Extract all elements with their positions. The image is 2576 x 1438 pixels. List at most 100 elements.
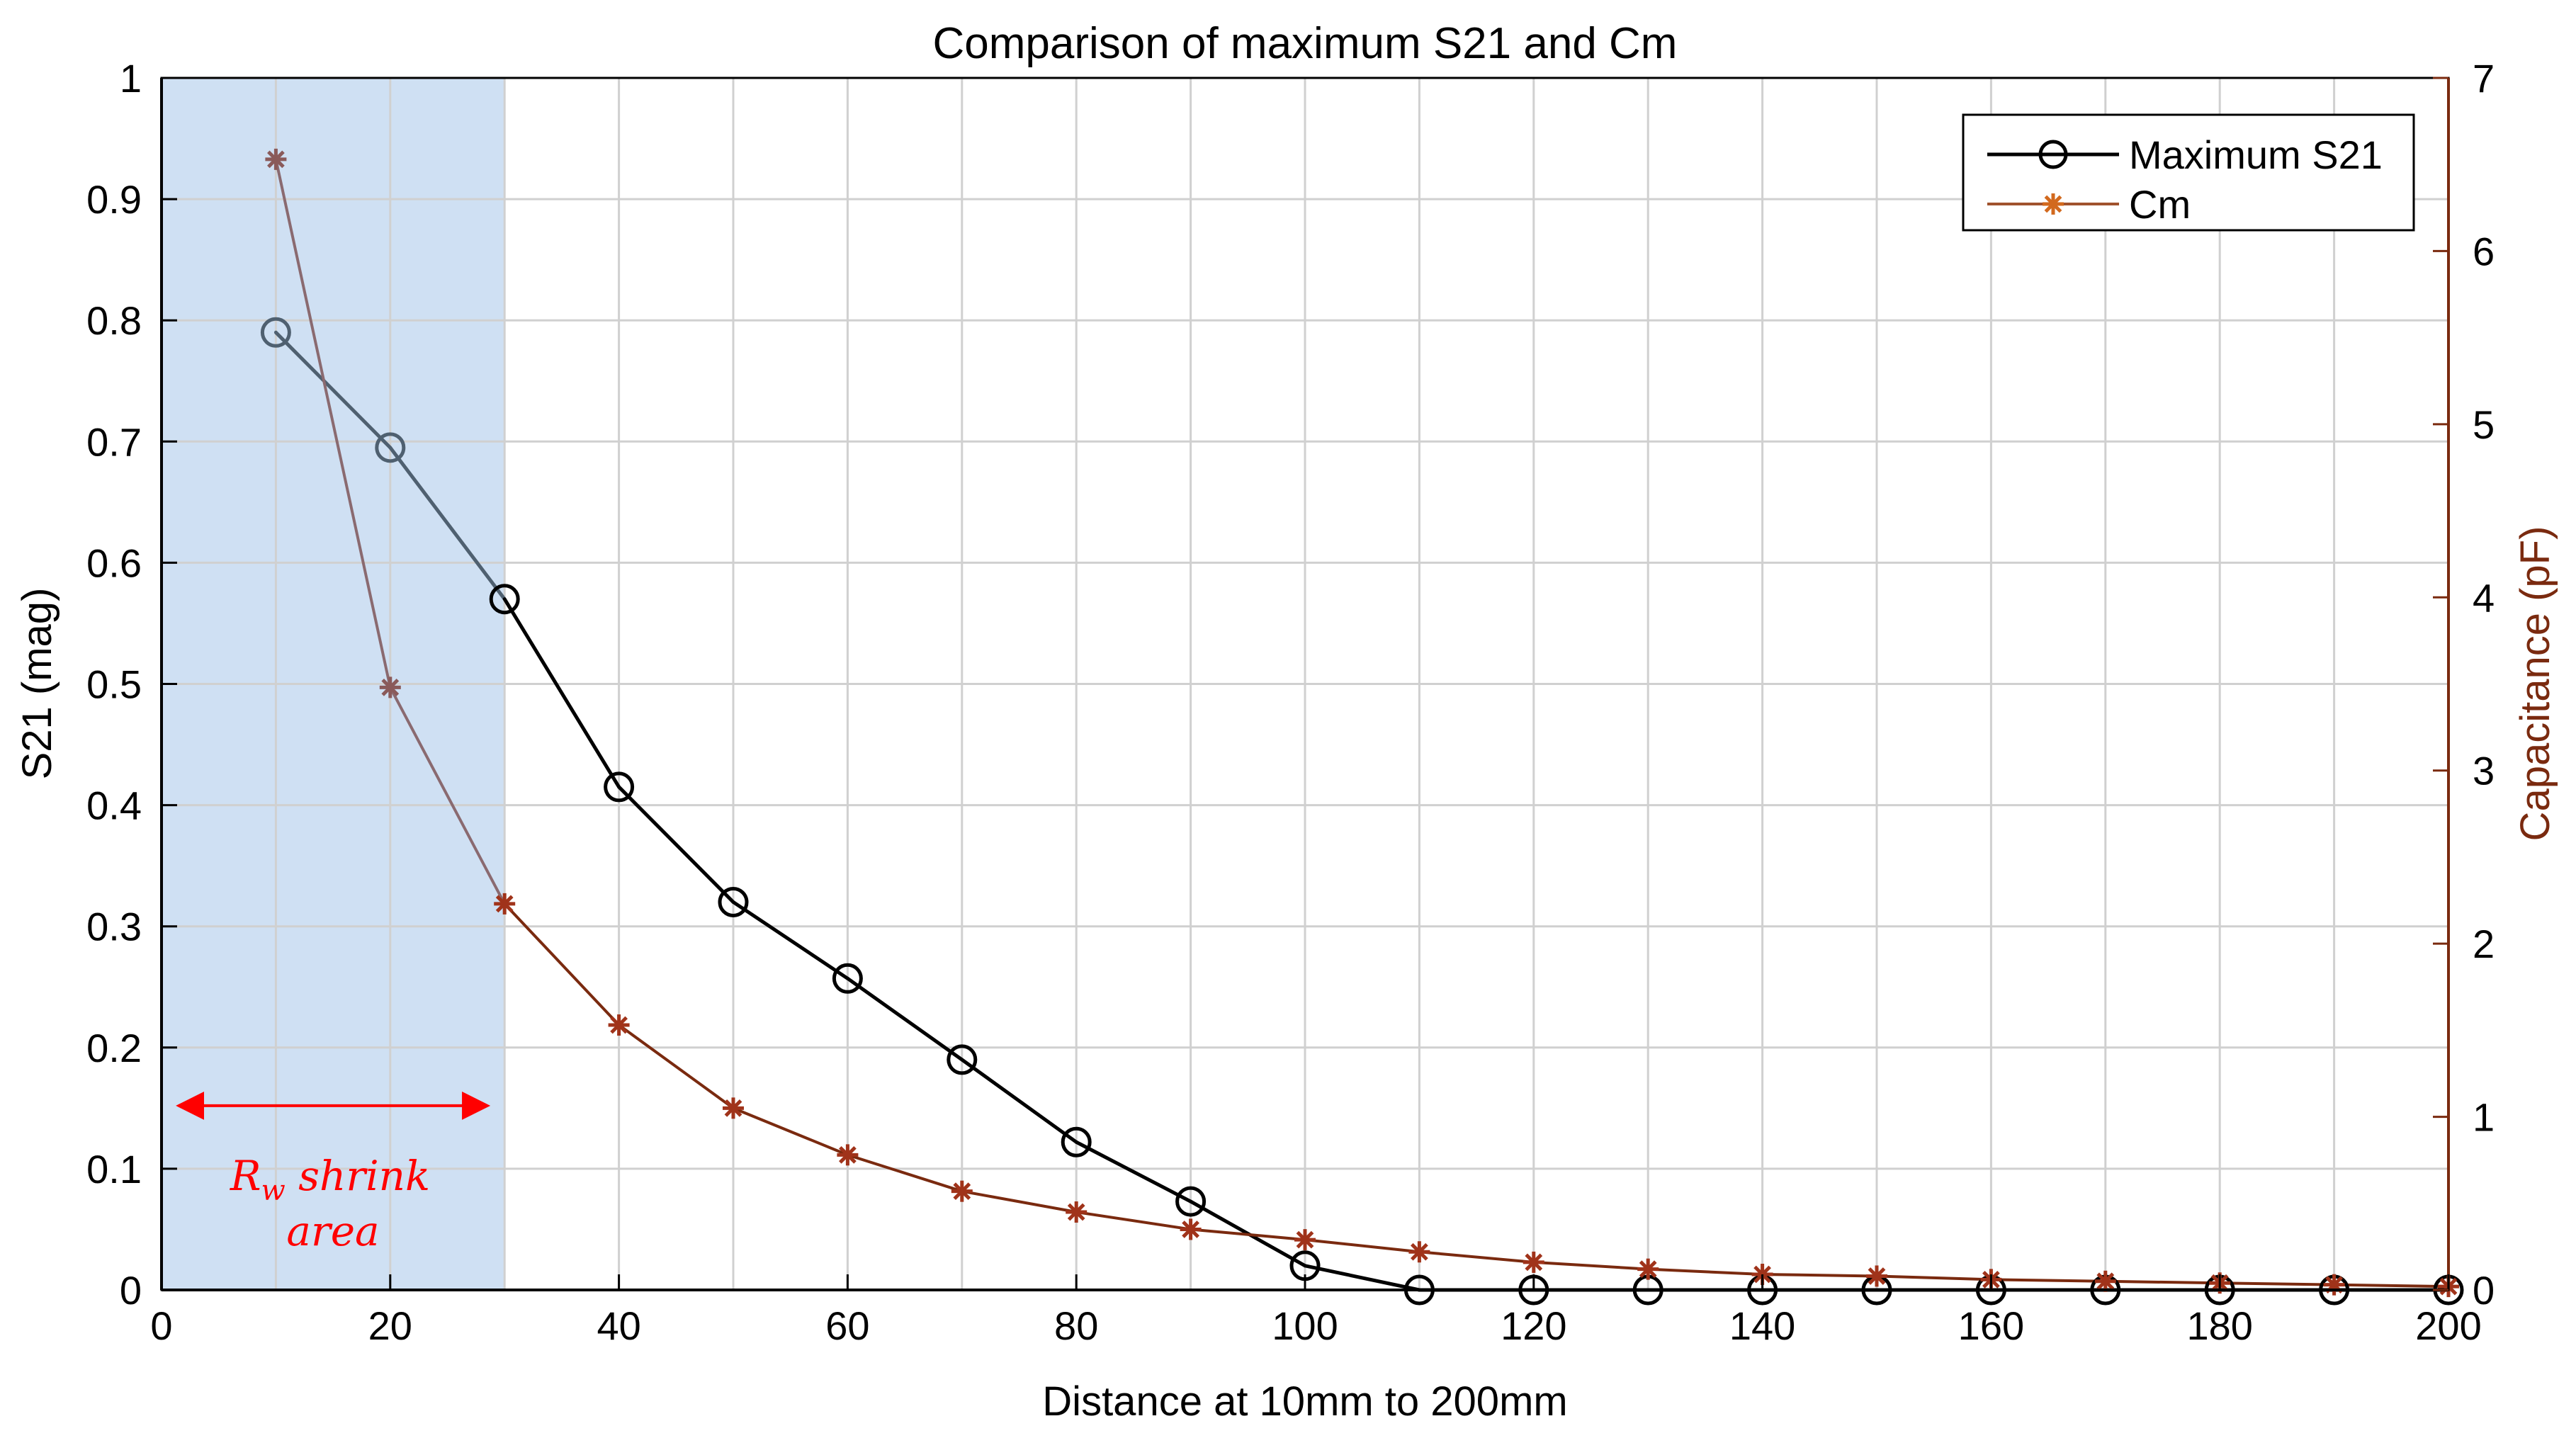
x-tick-label: 60 xyxy=(825,1303,869,1348)
asterisk-stroke xyxy=(724,1099,742,1117)
data-point-cm xyxy=(1523,1251,1544,1273)
series-segment-cm xyxy=(388,686,507,905)
y2-axis-label: Capacitance (pF) xyxy=(2512,526,2558,842)
y-tick-label: 0.1 xyxy=(86,1147,142,1191)
data-point-s21 xyxy=(375,432,406,463)
data-point-cm xyxy=(837,1144,859,1166)
asterisk-stroke xyxy=(1411,1242,1428,1261)
legend-asterisk-shape xyxy=(2043,193,2064,215)
y-tick-label: 0.4 xyxy=(86,783,142,828)
y-tick-label: 0.8 xyxy=(86,298,142,343)
y2-tick-label: 0 xyxy=(2473,1268,2495,1313)
y-tick-label: 0.5 xyxy=(86,662,142,707)
y-tick-label: 0 xyxy=(120,1268,142,1313)
legend: Maximum S21 Cm xyxy=(1962,113,2415,232)
y-tick-label: 0.6 xyxy=(86,540,142,585)
asterisk-stroke xyxy=(2096,1272,2115,1291)
data-point-cm xyxy=(723,1097,744,1119)
asterisk-stroke xyxy=(1525,1253,1543,1272)
series-segment-s21 xyxy=(388,446,507,601)
x-tick-label: 120 xyxy=(1501,1303,1566,1348)
y2-tick-label: 7 xyxy=(2473,56,2495,101)
y2-tick-label: 6 xyxy=(2473,229,2495,273)
asterisk-stroke xyxy=(2044,195,2062,213)
data-point-cm xyxy=(265,148,287,170)
y2-tick-label: 1 xyxy=(2473,1095,2495,1140)
series-segment-cm xyxy=(846,1153,964,1193)
asterisk-stroke xyxy=(953,1182,971,1201)
y2-tick-label: 5 xyxy=(2473,402,2495,447)
y-tick-label: 0.2 xyxy=(86,1026,142,1070)
x-tick-label: 160 xyxy=(1958,1303,2024,1348)
asterisk-stroke xyxy=(1067,1203,1085,1221)
grid-lines xyxy=(162,78,2448,1290)
series-segment-cm xyxy=(1418,1250,1535,1264)
data-point-cm xyxy=(1408,1241,1430,1263)
series-segment-s21 xyxy=(502,597,621,789)
series-segment-cm xyxy=(960,1189,1078,1214)
data-point-cm xyxy=(951,1180,973,1202)
data-point-cm xyxy=(608,1014,630,1036)
data-point-cm xyxy=(379,676,401,698)
asterisk-stroke xyxy=(267,150,285,169)
shrink-area-label-line2: area xyxy=(286,1207,379,1255)
series-segment-cm xyxy=(2103,1279,2222,1285)
data-point-s21 xyxy=(718,886,749,917)
data-point-s21 xyxy=(947,1044,978,1075)
asterisk-stroke xyxy=(495,895,514,913)
series-segment-s21 xyxy=(617,785,735,904)
y-axis-label: S21 (mag) xyxy=(14,588,60,780)
series-segment-cm xyxy=(503,902,621,1027)
x-tick-label: 140 xyxy=(1729,1303,1795,1348)
data-point-cm xyxy=(1294,1229,1316,1251)
legend-label-cm: Cm xyxy=(2129,182,2191,227)
asterisk-stroke xyxy=(381,679,400,696)
series-segment-cm xyxy=(2218,1281,2336,1286)
data-point-cm xyxy=(1866,1265,1887,1287)
y-tick-label: 0.3 xyxy=(86,905,142,949)
series-segment-s21 xyxy=(731,900,849,980)
series-segment-cm xyxy=(1646,1267,1764,1276)
y-tick-label: 0.7 xyxy=(86,419,142,464)
data-point-cm xyxy=(2323,1274,2345,1296)
shrink-area-label-line1: Rw shrink xyxy=(230,1152,430,1207)
x-tick-label: 100 xyxy=(1272,1303,1338,1348)
data-point-s21 xyxy=(1175,1186,1207,1217)
x-tick-label: 0 xyxy=(150,1303,172,1348)
axis-ticks: 0 20 40 60 80 100 120 140 160 180 20000.10.20.30.4… xyxy=(86,56,2495,1348)
y-tick-label: 0.9 xyxy=(86,177,142,222)
y2-tick-label: 2 xyxy=(2473,922,2495,966)
y-tick-label: 1 xyxy=(120,56,142,101)
x-tick-label: 200 xyxy=(2415,1303,2481,1348)
data-point-s21 xyxy=(1061,1126,1092,1157)
legend-marker-circle xyxy=(2038,140,2068,169)
x-tick-label: 40 xyxy=(597,1303,640,1348)
asterisk-stroke xyxy=(1182,1221,1199,1238)
asterisk-stroke xyxy=(1296,1230,1314,1249)
data-point-cm xyxy=(1637,1258,1659,1280)
x-axis-label: Distance at 10mm to 200mm xyxy=(1042,1378,1567,1425)
x-tick-label: 80 xyxy=(1054,1303,1098,1348)
data-point-s21 xyxy=(604,771,635,803)
legend-label-s21: Maximum S21 xyxy=(2129,132,2383,177)
data-point-cm xyxy=(1066,1201,1088,1223)
y2-tick-label: 4 xyxy=(2473,575,2495,620)
series-segment-cm xyxy=(732,1106,849,1157)
asterisk-stroke xyxy=(1868,1267,1886,1285)
series-segment-s21 xyxy=(1303,1264,1421,1292)
series-segment-s21 xyxy=(1074,1140,1193,1204)
data-point-s21 xyxy=(260,317,291,348)
series-segment-cm xyxy=(1304,1238,1421,1254)
y2-tick-label: 3 xyxy=(2473,749,2495,793)
data-point-s21 xyxy=(489,584,520,615)
series-segment-cm xyxy=(1875,1274,1993,1281)
data-point-cm xyxy=(494,893,516,915)
series-segment-s21 xyxy=(273,330,392,450)
legend-marker-asterisk xyxy=(2043,193,2064,215)
data-point-cm xyxy=(2094,1270,2116,1292)
series-segment-cm xyxy=(1532,1260,1650,1271)
data-point-s21 xyxy=(832,963,863,994)
series-segment-cm xyxy=(1761,1273,1878,1278)
x-tick-label: 20 xyxy=(368,1303,412,1348)
